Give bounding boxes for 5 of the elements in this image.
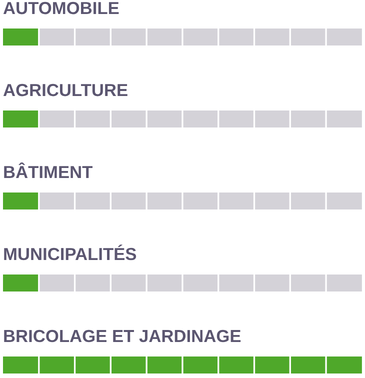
y-tick-label: AGRICULTURE bbox=[3, 84, 128, 96]
y-tick-label: BRICOLAGE ET JARDINAGE bbox=[4, 330, 241, 342]
y-tick-label: AUTOMOBILE bbox=[3, 2, 119, 14]
y-tick-label: BÂTIMENT bbox=[4, 162, 92, 178]
y-tick-label: MUNICIPALITÉS bbox=[4, 244, 136, 260]
